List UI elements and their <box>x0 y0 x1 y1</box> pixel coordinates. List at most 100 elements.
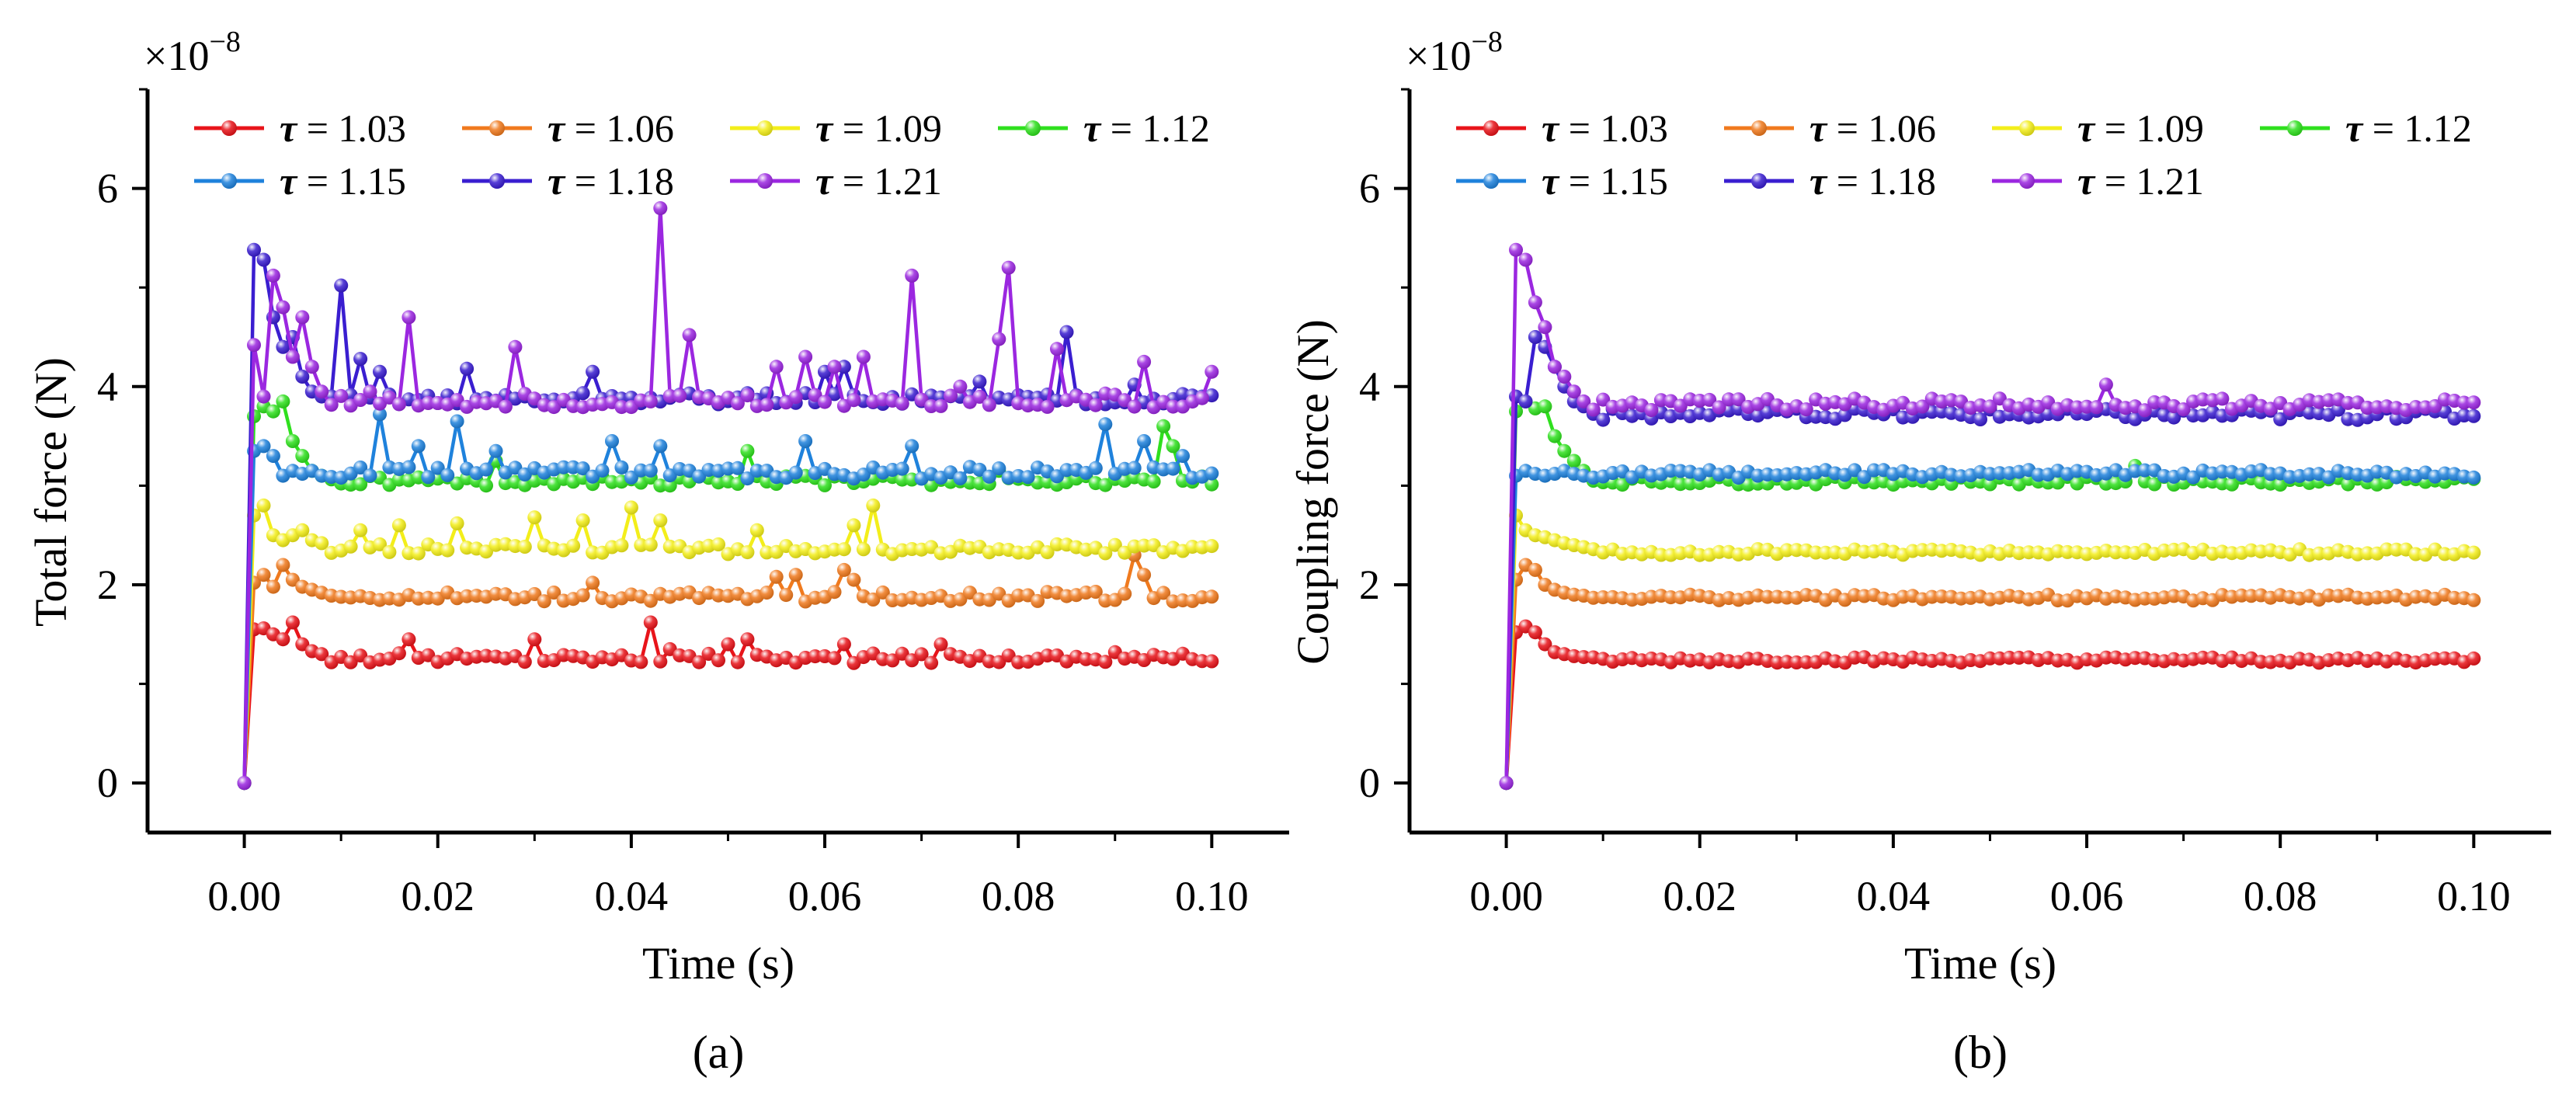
data-point-shine <box>517 655 532 669</box>
data-point-shine <box>2128 651 2143 666</box>
data-point-shine <box>673 388 687 403</box>
data-point-shine <box>779 588 794 603</box>
data-point-shine <box>2466 651 2481 666</box>
data-point-shine <box>972 374 987 389</box>
data-point-shine <box>808 649 822 664</box>
legend-marker-shine <box>757 173 773 189</box>
data-point-shine <box>1205 539 1219 554</box>
data-point-shine <box>411 546 426 561</box>
legend-label: τ = 1.15 <box>280 159 406 203</box>
data-point-shine <box>440 543 455 558</box>
data-point-shine <box>643 394 658 408</box>
data-point-shine <box>353 461 368 475</box>
legend-item: τ = 1.03 <box>1456 106 1668 150</box>
data-point-shine <box>479 462 493 477</box>
series-line <box>1504 248 2474 784</box>
data-point-shine <box>1566 384 1581 399</box>
data-point-shine <box>2224 546 2239 561</box>
data-point-shine <box>353 523 368 537</box>
data-point-shine <box>1712 400 1726 415</box>
y-tick-label: 6 <box>97 165 118 212</box>
data-point-shine <box>450 516 464 530</box>
data-point-shine <box>450 393 464 408</box>
data-point-shine <box>285 615 300 630</box>
data-point-shine <box>2438 651 2452 666</box>
data-point-shine <box>363 384 377 399</box>
data-point-shine <box>1509 242 1523 257</box>
data-point-shine <box>1205 477 1219 492</box>
data-point-shine <box>1137 354 1152 369</box>
data-point-shine <box>1118 586 1132 601</box>
data-point-shine <box>2466 593 2481 607</box>
data-point-shine <box>895 461 909 476</box>
legend-value: = 1.09 <box>833 106 942 150</box>
data-point-shine <box>846 572 861 587</box>
data-point-shine <box>982 398 996 412</box>
data-point-shine <box>373 407 387 422</box>
x-axis-title: Time (s) <box>642 938 794 989</box>
data-point-shine <box>1001 648 1016 663</box>
data-point-shine <box>237 776 252 791</box>
data-point-shine <box>846 393 861 408</box>
data-point-shine <box>653 654 668 669</box>
legend-value: = 1.06 <box>565 106 674 150</box>
data-point-shine <box>334 388 349 403</box>
legend-value: = 1.03 <box>297 106 406 150</box>
data-point-shine <box>2137 403 2152 418</box>
data-point-shine <box>836 360 851 374</box>
data-point-shine <box>266 404 280 419</box>
data-point-shine <box>818 395 832 409</box>
data-point-shine <box>944 388 958 403</box>
data-point-shine <box>2098 377 2113 392</box>
x-axis-title: Time (s) <box>1904 938 2056 989</box>
y-exponent-power: −8 <box>209 26 240 58</box>
legend-marker-shine <box>757 120 773 136</box>
data-point-shine <box>740 443 755 458</box>
data-point-shine <box>1992 391 2007 406</box>
data-point-shine <box>1722 392 1736 407</box>
data-point-shine <box>2108 545 2123 560</box>
data-point-shine <box>256 498 271 513</box>
legend-label: τ = 1.09 <box>815 106 942 150</box>
data-point-shine <box>905 439 920 454</box>
legend-value: = 1.12 <box>2362 106 2472 150</box>
legend-label: τ = 1.09 <box>2077 106 2204 150</box>
legend: τ = 1.03 τ = 1.06 τ = 1.09 τ = 1.12τ = 1.15… <box>1456 106 2472 203</box>
data-point-shine <box>391 397 406 412</box>
data-point-shine <box>1799 402 1813 417</box>
data-point-shine <box>2466 395 2481 410</box>
legend-tau-symbol: τ <box>1809 159 1828 203</box>
legend-marker-shine <box>489 173 505 189</box>
data-point-shine <box>450 414 464 429</box>
panel-label: (a) <box>693 1027 745 1078</box>
data-point-shine <box>653 478 668 493</box>
data-point-shine <box>760 398 774 412</box>
data-point-shine <box>2380 542 2394 557</box>
data-point-shine <box>421 470 436 485</box>
y-tick-label: 6 <box>1359 165 1380 212</box>
legend-value: = 1.06 <box>1827 106 1936 150</box>
data-point-shine <box>2389 542 2404 557</box>
data-point-shine <box>972 462 987 477</box>
legend-tau-symbol: τ <box>1542 159 1560 203</box>
data-point-shine <box>933 637 948 652</box>
series-1.06 <box>237 548 1219 791</box>
x-tick-label: 0.06 <box>2050 873 2124 919</box>
series-1.09 <box>1499 508 2481 791</box>
data-point-shine <box>749 523 764 537</box>
data-point-shine <box>1992 466 2007 481</box>
y-tick-label: 0 <box>97 760 118 806</box>
data-point-shine <box>769 569 784 584</box>
data-point-shine <box>1779 543 1794 558</box>
data-point-shine <box>866 593 881 607</box>
data-point-shine <box>1538 399 1552 414</box>
legend-marker-shine <box>489 120 505 136</box>
data-point-shine <box>1098 546 1113 561</box>
data-point-shine <box>295 310 310 325</box>
data-point-shine <box>905 268 920 283</box>
panel-a: 0.00 0.02 0.04 0.06 0.08 0.10 0 2 4 6 ×10−8 Time (s… <box>26 26 1289 1078</box>
data-point-shine <box>788 465 803 480</box>
data-point-shine <box>1577 394 1591 408</box>
data-point-shine <box>643 615 658 630</box>
data-point-shine <box>247 242 261 257</box>
